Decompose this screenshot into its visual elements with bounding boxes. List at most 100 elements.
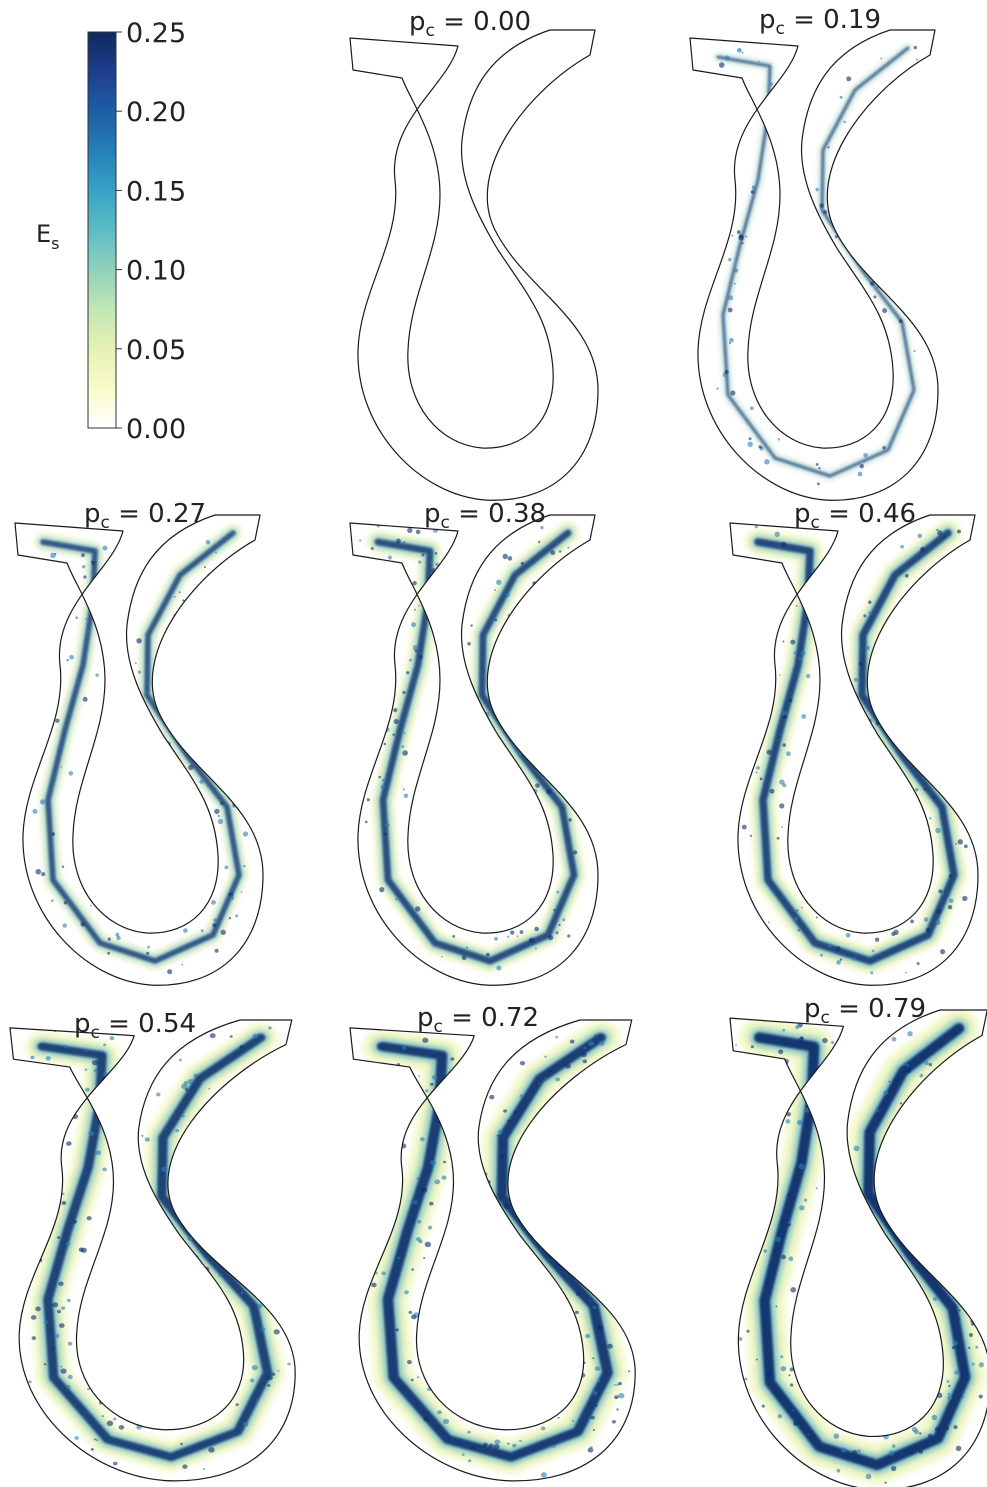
erosion-speckle [242, 831, 249, 837]
erosion-speckle [217, 818, 224, 825]
erosion-speckle [153, 1203, 156, 1206]
erosion-speckle [58, 1281, 64, 1287]
erosion-speckle [734, 268, 739, 273]
erosion-speckle [741, 824, 747, 830]
erosion-speckle [147, 681, 150, 685]
erosion-speckle [873, 295, 877, 299]
erosion-speckle [407, 527, 413, 533]
erosion-speckle [93, 1438, 96, 1441]
erosion-speckle [452, 1150, 455, 1153]
erosion-speckle [819, 203, 824, 208]
erosion-speckle [831, 1052, 835, 1057]
erosion-speckle [904, 1283, 910, 1290]
erosion-speckle [738, 234, 744, 241]
erosion-speckle [88, 1130, 95, 1137]
erosion-speckle [363, 1270, 366, 1273]
erosion-speckle [494, 1439, 501, 1445]
erosion-speckle [199, 779, 204, 784]
erosion-speckle [50, 552, 56, 559]
erosion-speckle [782, 640, 785, 643]
erosion-speckle [569, 1039, 575, 1044]
erosion-speckle [929, 817, 932, 820]
erosion-speckle [853, 1200, 856, 1202]
erosion-speckle [978, 1362, 984, 1368]
panel-title: pc = 0.27 [84, 499, 206, 533]
erosion-speckle [427, 1225, 433, 1230]
erosion-speckle [764, 459, 770, 465]
erosion-speckle [899, 1102, 903, 1105]
erosion-speckle [102, 1103, 108, 1108]
erosion-speckle [415, 906, 421, 912]
channel-fill [350, 30, 598, 501]
erosion-speckle [957, 804, 960, 808]
erosion-speckle [367, 1251, 374, 1257]
erosion-speckle [28, 1380, 32, 1384]
erosion-speckle [412, 1200, 418, 1205]
panel-title-value: = 0.27 [110, 499, 206, 529]
erosion-speckle [627, 1370, 631, 1373]
erosion-speckle [919, 1432, 922, 1435]
erosion-speckle [863, 1431, 868, 1436]
erosion-speckle [923, 917, 929, 922]
erosion-speckle [393, 718, 399, 725]
erosion-speckle [75, 616, 79, 619]
erosion-speckle [823, 210, 828, 215]
erosion-speckle [247, 816, 250, 820]
erosion-speckle [874, 937, 880, 942]
erosion-speckle [118, 1074, 124, 1079]
erosion-speckle [255, 1399, 258, 1402]
colorbar-tick-label: 0.00 [126, 414, 186, 445]
erosion-speckle [775, 1305, 778, 1308]
erosion-speckle [864, 645, 870, 651]
erosion-speckle [592, 1305, 597, 1309]
erosion-speckle [923, 787, 927, 791]
erosion-speckle [229, 1035, 233, 1038]
erosion-speckle [366, 798, 370, 802]
erosion-speckle [747, 441, 753, 447]
erosion-speckle [871, 681, 875, 684]
panel-title-value: = 0.72 [443, 1003, 539, 1033]
erosion-speckle [519, 930, 524, 934]
erosion-speckle [964, 844, 968, 849]
erosion-speckle [178, 1058, 182, 1062]
erosion-speckle [594, 1366, 601, 1371]
erosion-speckle [146, 1422, 151, 1426]
erosion-speckle [556, 1227, 560, 1230]
erosion-speckle [777, 1414, 783, 1419]
erosion-speckle [865, 1473, 872, 1480]
erosion-speckle [95, 1150, 102, 1156]
erosion-speckle [429, 560, 433, 564]
erosion-speckle [780, 1355, 784, 1359]
erosion-speckle [441, 1091, 444, 1094]
erosion-speckle [103, 1072, 108, 1076]
erosion-speckle [767, 701, 770, 705]
erosion-speckle [182, 1464, 188, 1469]
erosion-speckle [240, 890, 243, 893]
erosion-speckle [395, 538, 401, 544]
erosion-speckle [788, 698, 793, 703]
erosion-speckle [782, 1072, 788, 1078]
erosion-speckle [177, 1201, 183, 1207]
erosion-speckle [432, 1055, 436, 1058]
panel [350, 515, 598, 985]
erosion-speckle [115, 1132, 120, 1136]
erosion-speckle [60, 1365, 63, 1368]
erosion-speckle [853, 1145, 860, 1152]
erosion-speckle [185, 1200, 192, 1206]
erosion-speckle [418, 1075, 421, 1077]
erosion-speckle [212, 923, 217, 928]
erosion-speckle [618, 1392, 625, 1399]
erosion-speckle [828, 944, 832, 948]
erosion-speckle [84, 1068, 88, 1071]
erosion-speckle [931, 1243, 935, 1246]
erosion-speckle [777, 438, 781, 441]
erosion-speckle [870, 683, 876, 689]
erosion-speckle [877, 710, 881, 714]
erosion-speckle [488, 727, 494, 732]
panel [690, 30, 938, 500]
erosion-speckle [51, 899, 54, 902]
erosion-speckle [785, 1119, 791, 1124]
erosion-speckle [915, 58, 919, 61]
